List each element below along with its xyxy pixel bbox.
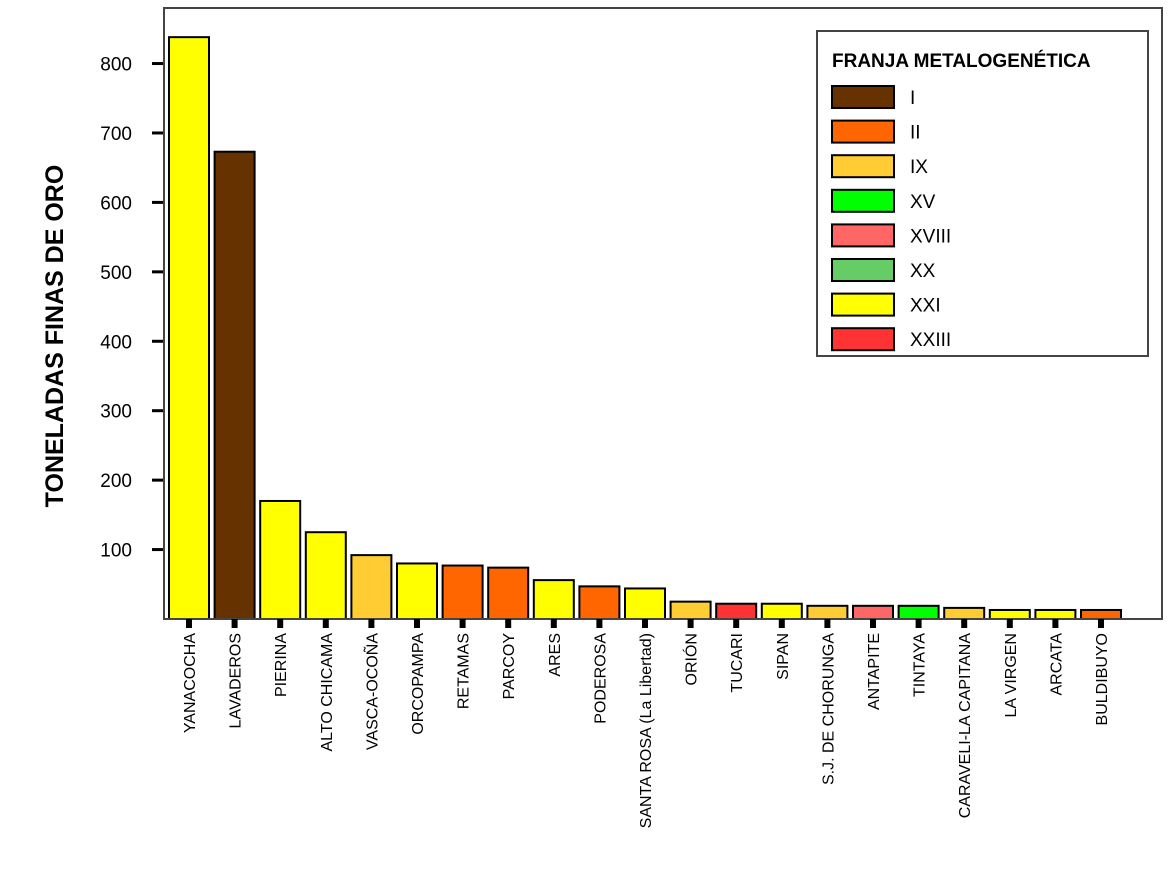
x-tick-label: SANTA ROSA (La Libertad) [638,633,655,828]
x-tick-label: ARES [547,633,564,677]
bar [760,602,803,620]
legend-label: I [910,88,915,109]
bar [304,531,347,620]
legend: FRANJA METALOGENÉTICAIIIIXXVXVIIIXXXXIXX… [816,30,1149,357]
legend-label: XVIII [910,226,951,247]
legend-swatch [831,223,895,248]
plot-frame [163,7,1163,620]
x-tick-label: LA VIRGEN [1003,633,1020,717]
legend-swatch [831,327,895,352]
legend-label: II [910,123,921,144]
legend-swatch [831,292,895,317]
bar [897,604,940,621]
y-tick-label: 300 [100,402,132,423]
x-tick-label: VASCA-OCOÑA [361,633,381,750]
bar [441,564,484,620]
legend-swatch [831,154,895,179]
bar [487,566,530,621]
bar [715,602,758,620]
x-tick-label: PARCOY [501,633,518,700]
y-tick-label: 100 [100,541,132,562]
legend-label: XX [910,261,936,282]
x-axis: YANACOCHA LAVADEROS PIERINA ALTO CHICAMA VAS… [182,619,1111,828]
y-tick-label: 800 [100,55,132,76]
x-tick-label: ARCATA [1048,633,1065,696]
x-tick [870,619,876,628]
x-tick [915,619,922,628]
x-tick [596,619,603,628]
x-tick [414,619,420,628]
legend-swatch [831,119,895,144]
legend-label: XV [910,192,936,213]
x-tick [550,619,557,628]
x-tick [687,619,694,628]
x-tick-label: YANACOCHA [182,633,199,733]
bar [1080,608,1122,621]
legend-title: FRANJA METALOGENÉTICA [832,50,1091,72]
x-tick [1052,619,1059,628]
x-tick-label: ORIÓN [682,633,701,685]
x-tick-label: ORCOPAMPA [410,633,427,735]
bar [532,579,575,620]
x-tick [733,619,740,628]
bar [213,150,256,620]
x-tick-label: ANTAPITE [866,633,883,710]
x-tick-label: PODEROSA [592,633,609,724]
x-tick [824,619,831,628]
x-tick-label: TINTAYA [912,633,929,697]
x-tick [1098,619,1104,628]
x-tick [186,619,192,628]
x-tick-label: RETAMAS [456,633,473,709]
bar [1034,608,1077,621]
x-tick-label: BULDIBUYO [1094,633,1111,725]
bar [943,606,986,621]
bar [396,562,438,620]
x-tick [459,619,466,628]
bar [669,600,712,620]
x-tick-label: CARAVELI-LA CAPITANA [957,633,974,819]
y-tick-label: 700 [100,124,132,145]
bar [852,604,894,621]
legend-label: IX [910,157,928,178]
y-tick-label: 200 [100,471,132,492]
x-tick-label: S.J. DE CHORUNGA [820,633,837,785]
bars [168,36,1122,621]
x-tick-label: TUCARI [729,633,746,693]
x-tick [642,619,648,628]
bar [350,554,393,621]
x-tick [505,619,512,628]
y-tick-label: 600 [100,193,132,214]
x-tick [961,619,968,628]
bar [624,587,666,621]
bar [578,585,621,621]
x-tick-label: PIERINA [273,633,290,697]
x-tick-label: LAVADEROS [228,633,245,728]
x-tick [277,619,284,628]
legend-label: XXI [910,296,941,317]
x-tick-label: SIPAN [775,633,792,680]
legend-swatch [831,188,895,213]
x-tick [1006,619,1013,628]
x-tick [778,619,785,628]
y-axis-label: TONELADAS FINAS DE ORO [41,165,69,508]
y-tick-label: 400 [100,332,132,353]
bar [806,604,849,621]
x-tick-label: ALTO CHICAMA [319,633,336,752]
bar [259,499,302,620]
x-tick [322,619,329,628]
legend-swatch [831,85,895,109]
bar [988,608,1031,621]
y-axis: 100 200 300 400 500 600 700 800 [100,55,164,562]
x-tick [368,619,375,628]
y-tick-label: 500 [100,263,132,284]
x-tick [231,619,238,628]
bar [168,36,210,620]
legend-swatch [831,258,895,282]
legend-label: XXIII [910,330,951,351]
